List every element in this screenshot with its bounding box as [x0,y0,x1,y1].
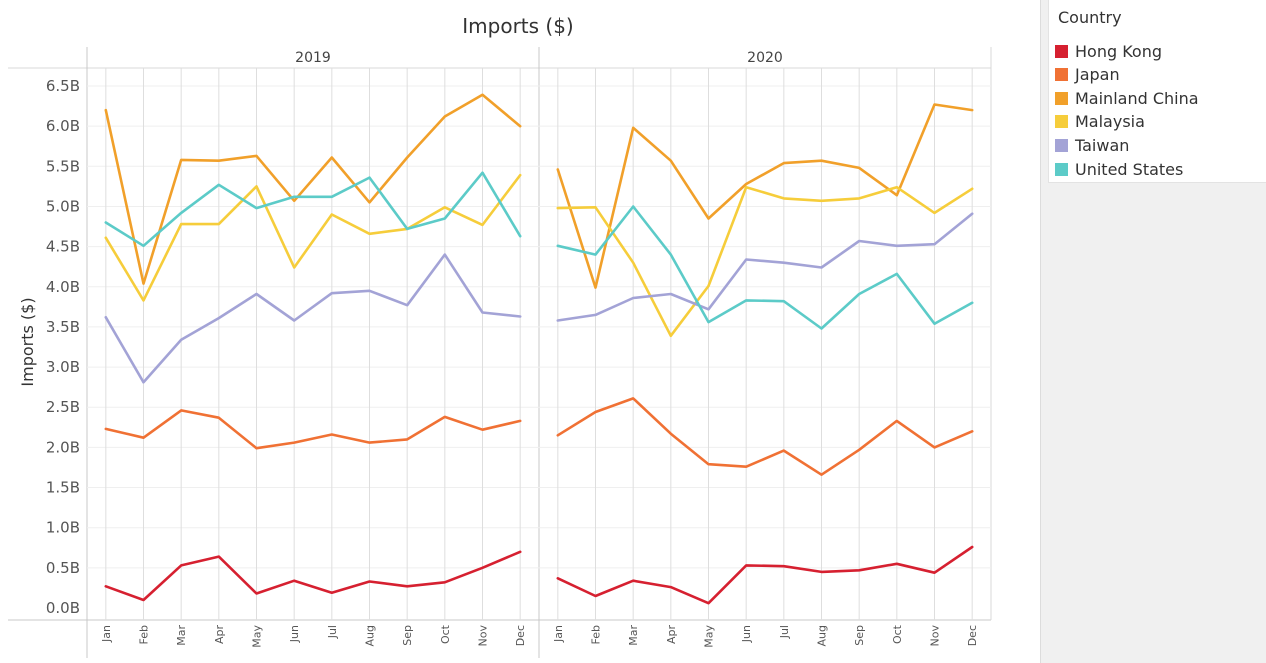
series-line-taiwan-2020 [556,212,974,322]
imports-line-chart: Imports ($) Imports ($) 0.0B 0.5B 1.0B 1.5B… [8,14,992,658]
y-tick-label: 2.0B [46,438,80,456]
series-line-mainland-china-2020 [556,103,974,289]
series-line-united-states-2020 [556,205,974,330]
y-tick-label: 4.0B [46,278,80,296]
legend-item-malaysia[interactable]: Malaysia [1055,112,1145,132]
y-tick-label: 0.0B [46,599,80,617]
x-tick-label: May [251,625,264,648]
x-tick-label: Jun [740,625,753,643]
y-tick-label: 6.0B [46,117,80,135]
x-tick-label: Mar [627,625,640,646]
x-tick-label: Sep [853,625,866,646]
legend: Country Hong Kong Japan Mainland China Mala… [1048,0,1266,183]
legend-title: Country [1058,8,1122,27]
y-tick-label: 1.0B [46,519,80,537]
series-line-japan-2019 [104,409,522,450]
y-tick-label: 5.5B [46,157,80,175]
series-line-hong-kong-2019 [104,550,522,602]
x-tick-label: Sep [401,625,414,646]
legend-swatch [1055,138,1068,152]
chart-title: Imports ($) [462,14,573,38]
x-tick-label: Dec [966,625,979,646]
x-tick-label: Jan [552,625,565,643]
series-line-japan-2020 [556,397,974,477]
series-line-malaysia-2020 [556,185,974,338]
legend-swatch [1055,162,1068,176]
panel-header-label: 2020 [747,50,783,66]
y-tick-label: 6.5B [46,77,80,95]
x-tick-label: Nov [929,625,942,647]
legend-swatch [1055,91,1068,105]
legend-label: United States [1075,159,1184,179]
x-tick-label: Jul [326,625,339,639]
y-tick-label: 2.5B [46,398,80,416]
legend-label: Mainland China [1075,88,1199,108]
legend-item-mainland-china[interactable]: Mainland China [1055,88,1199,108]
y-tick-label: 4.5B [46,238,80,256]
legend-item-japan[interactable]: Japan [1055,65,1120,85]
series-line-mainland-china-2019 [104,93,522,285]
y-tick-label: 0.5B [46,559,80,577]
x-tick-label: Jul [778,625,791,639]
x-tick-label: Oct [891,624,904,644]
y-tick-label: 3.5B [46,318,80,336]
legend-label: Hong Kong [1075,41,1162,61]
legend-swatch [1055,68,1068,82]
series-line-malaysia-2019 [104,173,522,302]
y-axis-label: Imports ($) [18,297,37,386]
x-tick-label: Feb [590,625,603,644]
y-tick-label: 3.0B [46,358,80,376]
x-tick-label: Jan [100,625,113,643]
x-tick-label: Aug [364,625,377,646]
x-tick-label: May [703,625,716,648]
x-tick-label: Oct [439,624,452,644]
series-line-taiwan-2019 [104,253,522,384]
x-tick-label: Apr [213,625,226,645]
x-tick-label: Feb [138,625,151,644]
x-tick-label: Apr [665,625,678,645]
legend-item-united-states[interactable]: United States [1055,159,1183,179]
x-tick-label: Mar [175,625,188,646]
y-tick-label: 5.0B [46,197,80,215]
legend-label: Japan [1075,65,1120,85]
legend-swatch [1055,115,1068,129]
series-line-hong-kong-2020 [556,545,974,605]
y-tick-label: 1.5B [46,479,80,497]
x-tick-label: Dec [514,625,527,646]
x-tick-label: Nov [477,625,490,647]
x-tick-label: Jun [288,625,301,643]
legend-label: Taiwan [1075,135,1130,155]
panel-header-label: 2019 [295,50,331,66]
series-line-united-states-2019 [104,171,522,248]
legend-item-taiwan[interactable]: Taiwan [1055,135,1129,155]
legend-item-hong-kong[interactable]: Hong Kong [1055,41,1162,61]
legend-swatch [1055,44,1068,58]
x-tick-label: Aug [816,625,829,646]
legend-label: Malaysia [1075,112,1145,132]
